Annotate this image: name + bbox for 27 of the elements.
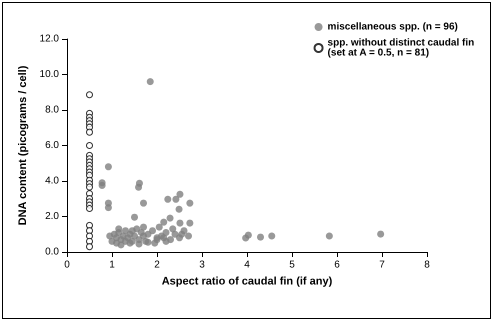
point bbox=[86, 128, 93, 136]
y-tick-label: 10.0 bbox=[40, 69, 60, 80]
x-tick-label: 7 bbox=[379, 260, 386, 270]
x-tick-label: 2 bbox=[154, 260, 160, 270]
x-axis-title: Aspect ratio of caudal fin (if any) bbox=[162, 276, 333, 288]
legend-label: spp. without distinct caudal fin (set at A = 0.5, n = 81) bbox=[328, 38, 478, 58]
y-tick-label: 12.0 bbox=[40, 34, 60, 44]
x-tick-label: 5 bbox=[289, 260, 296, 270]
x-tick-label: 6 bbox=[334, 260, 340, 270]
y-tick-label: 2.0 bbox=[45, 211, 60, 222]
y-tick-label: 6.0 bbox=[45, 140, 60, 151]
x-tick-label: 0 bbox=[64, 260, 70, 270]
point bbox=[86, 227, 93, 234]
point bbox=[86, 91, 93, 98]
point bbox=[86, 184, 93, 191]
x-tick-label: 1 bbox=[109, 260, 116, 270]
point bbox=[86, 142, 93, 149]
y-axis-title: DNA content (picograms / cell) bbox=[17, 65, 30, 226]
y-tick-label: 0.0 bbox=[45, 246, 60, 258]
point bbox=[86, 205, 93, 212]
y-tick-label: 4.0 bbox=[45, 176, 60, 186]
x-tick-label: 8 bbox=[424, 260, 430, 270]
legend-label: miscellaneous spp. (n = 96) bbox=[328, 22, 458, 32]
point bbox=[86, 243, 93, 250]
x-tick-label: 3 bbox=[199, 260, 206, 270]
x-tick-label: 4 bbox=[244, 260, 250, 270]
y-tick-label: 8.0 bbox=[45, 104, 60, 116]
